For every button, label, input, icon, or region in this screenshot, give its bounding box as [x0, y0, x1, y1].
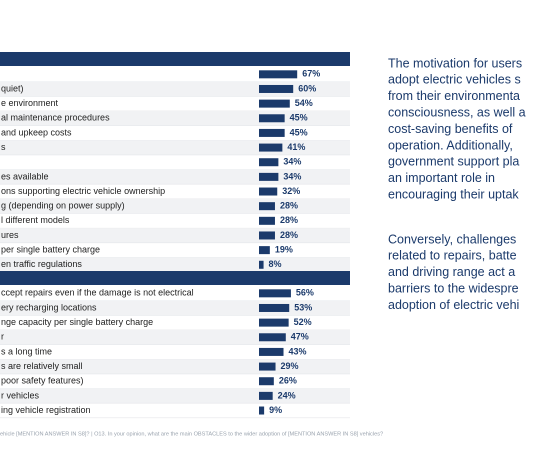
- row-label: poor safety features): [1, 376, 84, 386]
- value-label: 9%: [269, 405, 282, 415]
- row-label: r: [1, 332, 4, 342]
- value-label: 34%: [283, 171, 301, 181]
- value-label: 56%: [296, 288, 314, 298]
- value-label: 45%: [290, 113, 308, 123]
- bar: [259, 187, 278, 196]
- footnote: ehicle [MENTION ANSWER IN S8]? | O13. In…: [0, 431, 383, 437]
- paragraph-line: adoption of electric vehi: [388, 298, 519, 312]
- section-header: [0, 52, 350, 66]
- bar: [259, 260, 264, 269]
- value-label: 47%: [291, 332, 309, 342]
- value-label: 29%: [281, 361, 299, 371]
- paragraph-line: adopt electric vehicles s: [388, 73, 521, 87]
- value-label: 19%: [275, 245, 293, 255]
- bar: [259, 99, 290, 108]
- bar: [259, 362, 276, 371]
- row-label: and upkeep costs: [1, 127, 72, 137]
- paragraph-line: and driving range act a: [388, 265, 515, 279]
- row-label: quiet): [1, 83, 24, 93]
- row-label: r vehicles: [1, 390, 40, 400]
- bar: [259, 246, 270, 255]
- value-label: 26%: [279, 376, 297, 386]
- bar: [259, 84, 294, 93]
- row-label: es available: [1, 171, 49, 181]
- bar: [259, 216, 275, 225]
- value-label: 60%: [298, 83, 316, 93]
- value-label: 52%: [294, 317, 312, 327]
- bar: [259, 406, 265, 415]
- value-label: 24%: [278, 390, 296, 400]
- paragraph-line: Conversely, challenges: [388, 232, 516, 246]
- bar: [259, 347, 284, 356]
- row-label: per single battery charge: [1, 245, 100, 255]
- paragraph-line: related to repairs, batte: [388, 249, 517, 263]
- bar: [259, 70, 298, 79]
- bar: [259, 333, 286, 342]
- row-label: ures: [1, 230, 19, 240]
- bar: [259, 391, 273, 400]
- row-label: en traffic regulations: [1, 259, 82, 269]
- paragraph-line: an important role in: [388, 171, 495, 185]
- paragraph-line: consciousness, as well a: [388, 105, 526, 119]
- value-label: 34%: [283, 157, 301, 167]
- bar: [259, 114, 285, 123]
- row-label: l different models: [1, 215, 70, 225]
- bar: [259, 303, 290, 312]
- row-label: al maintenance procedures: [1, 113, 110, 123]
- value-label: 53%: [294, 302, 312, 312]
- paragraph-line: encouraging their uptak: [388, 187, 519, 201]
- paragraph-line: from their environmenta: [388, 89, 520, 103]
- bar: [259, 318, 289, 327]
- paragraph-line: cost-saving benefits of: [388, 122, 513, 136]
- bar: [259, 128, 285, 137]
- row-label: ccept repairs even if the damage is not …: [1, 288, 194, 298]
- paragraph-line: government support pla: [388, 155, 519, 169]
- row-label: ing vehicle registration: [1, 405, 91, 415]
- value-label: 8%: [269, 259, 282, 269]
- bar: [259, 158, 279, 167]
- row-label: s a long time: [1, 346, 52, 356]
- row-band: [0, 388, 350, 404]
- paragraph-line: operation. Additionally,: [388, 138, 513, 152]
- section-header: [0, 271, 350, 285]
- bar: [259, 377, 274, 386]
- bar: [259, 143, 283, 152]
- bar: [259, 289, 291, 298]
- row-label: s: [1, 142, 6, 152]
- paragraph-line: barriers to the widespre: [388, 281, 519, 295]
- value-label: 32%: [282, 186, 300, 196]
- value-label: 45%: [290, 127, 308, 137]
- value-label: 28%: [280, 201, 298, 211]
- paragraph-line: The motivation for users: [388, 56, 522, 70]
- row-label: nge capacity per single battery charge: [1, 317, 153, 327]
- row-label: e environment: [1, 98, 59, 108]
- row-label: ery recharging locations: [1, 302, 97, 312]
- value-label: 67%: [302, 69, 320, 79]
- bar: [259, 202, 275, 211]
- row-label: ons supporting electric vehicle ownershi…: [1, 186, 165, 196]
- value-label: 28%: [280, 215, 298, 225]
- row-label: g (depending on power supply): [1, 201, 125, 211]
- row-label: s are relatively small: [1, 361, 83, 371]
- value-label: 41%: [287, 142, 305, 152]
- bar: [259, 231, 275, 240]
- bar: [259, 172, 279, 181]
- value-label: 43%: [289, 346, 307, 356]
- value-label: 28%: [280, 230, 298, 240]
- value-label: 54%: [295, 98, 313, 108]
